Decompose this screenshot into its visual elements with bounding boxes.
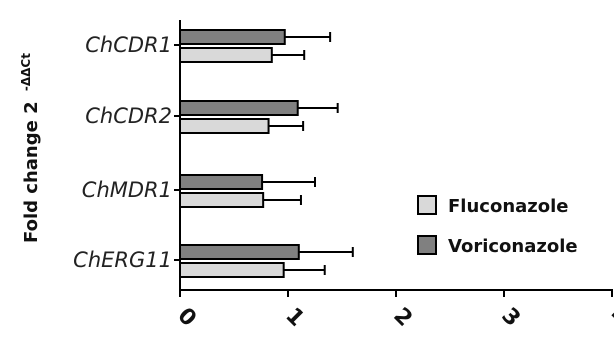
category-label: ChMDR1: [82, 178, 172, 202]
legend-label: Voriconazole: [448, 236, 578, 257]
bar: [179, 29, 286, 45]
legend-swatch: [417, 195, 437, 215]
bar: [179, 100, 299, 116]
svg-text:Fold change 2 -ΔΔCt: Fold change 2 -ΔΔCt: [19, 53, 42, 243]
x-tick-label: 3: [496, 303, 525, 332]
bar: [179, 262, 285, 278]
y-axis-label-main: Fold change 2: [21, 101, 42, 243]
x-tick-label: 0: [172, 303, 201, 332]
x-tick-label: 1: [280, 303, 309, 332]
category-label: ChERG11: [73, 248, 172, 272]
category-label: ChCDR1: [85, 33, 172, 57]
legend-swatch: [417, 235, 437, 255]
legend: Fluconazole Voriconazole: [417, 195, 578, 257]
bar: [179, 174, 264, 190]
bar: [179, 47, 273, 63]
y-axis-label-superscript: -ΔΔCt: [19, 53, 33, 91]
category-label: ChCDR2: [85, 104, 172, 128]
legend-label: Fluconazole: [448, 196, 569, 217]
bar: [179, 244, 300, 260]
bar: [179, 192, 265, 208]
x-tick-label: 2: [388, 303, 417, 332]
x-tick-label: 4: [604, 303, 614, 332]
plot-area: 0 1 2 3 4 ChCDR1 ChCDR2 ChMDR1 ChERG11: [73, 20, 614, 332]
y-axis-label: Fold change 2 -ΔΔCt: [19, 53, 42, 243]
bar: [179, 118, 270, 134]
